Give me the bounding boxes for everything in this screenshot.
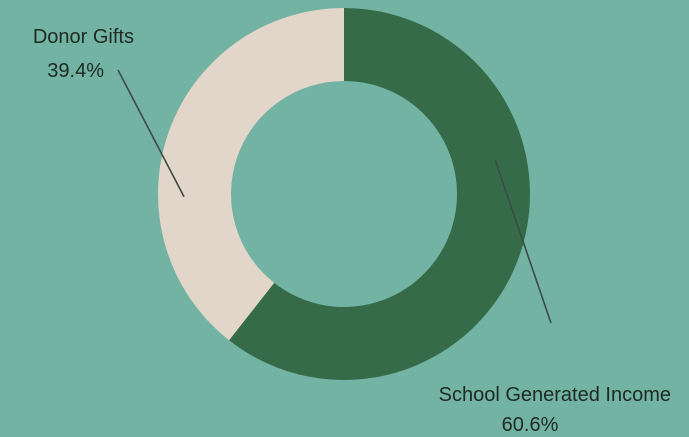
slice-value-school-generated-income: 60.6% — [502, 414, 559, 436]
donut-slice-donor-gifts — [158, 7, 344, 341]
slices-layer — [158, 7, 530, 380]
donut-slice-school-generated-income — [229, 8, 530, 380]
slice-label-school-generated-income: School Generated Income — [439, 384, 671, 406]
leader-lines-layer — [117, 69, 552, 324]
leader-line-donor-gifts — [117, 69, 185, 198]
slice-value-donor-gifts: 39.4% — [47, 60, 104, 82]
leader-line-school-generated-income — [494, 160, 552, 324]
slice-label-donor-gifts: Donor Gifts — [33, 26, 134, 48]
